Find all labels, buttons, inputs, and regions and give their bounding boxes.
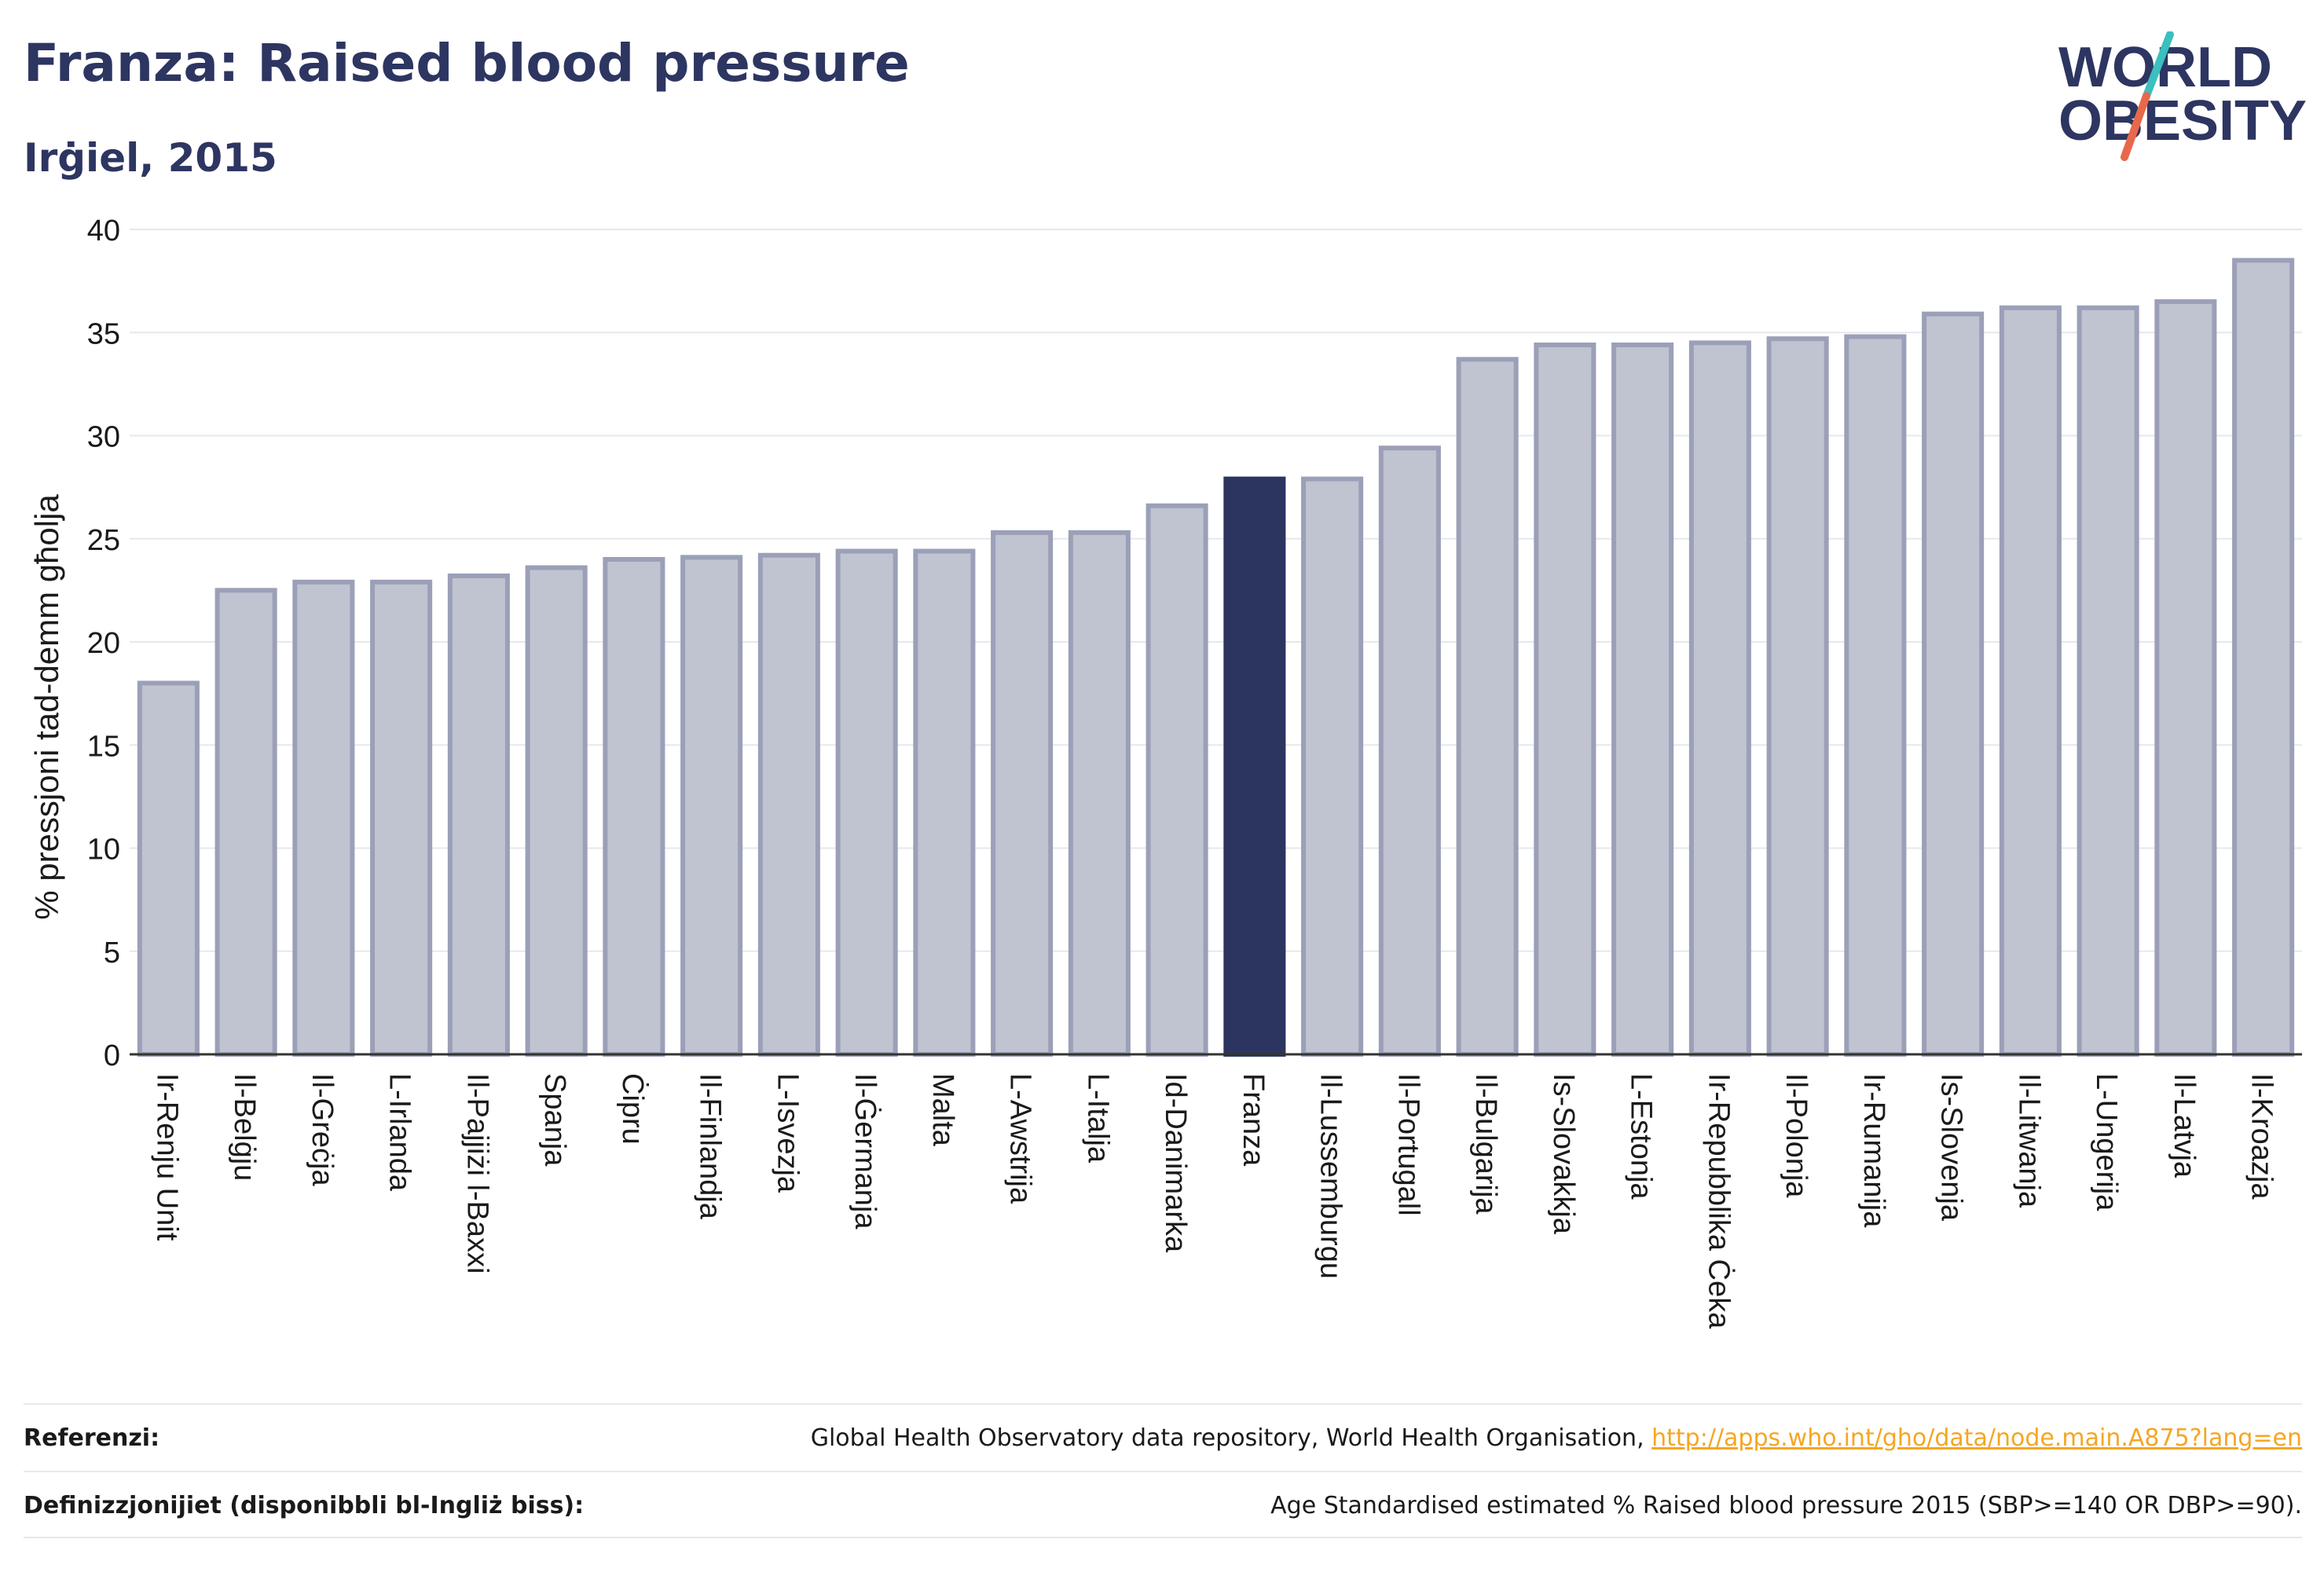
bar-l-ungerija — [2077, 305, 2139, 1057]
bar-l-irlanda — [370, 579, 433, 1057]
x-tick-label: L-Isvezja — [771, 1073, 804, 1193]
x-tick-label: Il-Belġju — [228, 1073, 261, 1181]
bar-is-slovakkja — [1534, 343, 1596, 1057]
x-tick-label: Il-Latvja — [2168, 1073, 2201, 1178]
sources-text: Global Health Observatory data repositor… — [810, 1424, 1652, 1452]
bar-il-ġermanja — [835, 548, 898, 1057]
y-tick-label: 10 — [87, 834, 120, 867]
y-tick-label: 30 — [87, 421, 120, 454]
x-tick-label: L-Irlanda — [383, 1073, 416, 1192]
definitions-value: Age Standardised estimated % Raised bloo… — [1270, 1491, 2302, 1519]
x-tick-label: Franza — [1237, 1073, 1270, 1167]
x-tick-label: Il-Kroazja — [2245, 1073, 2278, 1200]
x-tick-label: Ir-Rumanija — [1857, 1073, 1890, 1228]
bar-il-portugall — [1378, 445, 1441, 1057]
chart-title: Franza: Raised blood pressure — [24, 33, 910, 93]
footer-divider-middle — [24, 1471, 2302, 1472]
bar-malta — [913, 548, 976, 1057]
bar-l-italja — [1068, 530, 1131, 1057]
world-obesity-logo: WORLD OBESITY — [2058, 31, 2307, 161]
x-tick-label: Il-Portugall — [1391, 1073, 1424, 1216]
y-tick-label: 5 — [104, 936, 120, 969]
bar-il-lussemburgu — [1301, 476, 1364, 1057]
x-tick-label: L-Estonja — [1625, 1073, 1658, 1200]
bar-il-bulgarija — [1456, 357, 1519, 1057]
x-tick-label: L-Italja — [1081, 1073, 1114, 1164]
y-axis-label: % pressjoni tad-demm għolja — [28, 494, 65, 920]
x-tick-label: Il-Ġermanja — [849, 1073, 883, 1230]
y-tick-label: 0 — [104, 1039, 120, 1072]
bar-il-litwanja — [1999, 305, 2062, 1057]
footer-definitions-row: Definizzjonijiet (disponibbli bl-Ingliż … — [24, 1474, 2302, 1537]
bar-il-greċja — [292, 579, 355, 1057]
bar-is-slovenja — [1922, 311, 1985, 1057]
chart-subtitle: Irġiel, 2015 — [24, 135, 277, 181]
bar-ir-repubblika-ċeka — [1688, 340, 1751, 1057]
footer-divider-bottom — [24, 1537, 2302, 1538]
x-tick-label: L-Ungerija — [2090, 1073, 2123, 1211]
chart-bars — [137, 258, 2295, 1057]
bar-il-finlandja — [680, 555, 743, 1057]
footer-sources-row: Referenzi: Global Health Observatory dat… — [24, 1406, 2302, 1469]
bar-il-pajjiżi-l-baxxi — [447, 574, 510, 1057]
bar-franza — [1223, 476, 1286, 1057]
y-tick-label: 25 — [87, 524, 120, 557]
y-tick-label: 35 — [87, 317, 120, 350]
bar-il-polonja — [1766, 336, 1829, 1057]
x-tick-label: Il-Pajjiżi l-Baxxi — [460, 1073, 493, 1274]
x-tick-label: Is-Slovenja — [1935, 1073, 1968, 1222]
x-tick-label: Il-Greċja — [306, 1073, 339, 1186]
y-axis: 0 5 10 15 20 25 30 35 40 — [87, 214, 120, 1072]
x-tick-label: Ċipru — [616, 1073, 651, 1145]
logo-slash-top — [2143, 31, 2174, 100]
x-tick-label: Il-Lussemburgu — [1314, 1073, 1347, 1279]
sources-link[interactable]: http://apps.who.int/gho/data/node.main.A… — [1651, 1424, 2302, 1452]
bar-il-latvja — [2154, 299, 2217, 1057]
bar-l-awstrija — [991, 530, 1054, 1057]
bar-l-estonja — [1611, 343, 1674, 1057]
x-tick-label: Ir-Repubblika Ċeka — [1702, 1073, 1736, 1329]
x-tick-label: Il-Polonja — [1780, 1073, 1813, 1198]
x-tick-label: Il-Litwanja — [2012, 1073, 2045, 1208]
sources-label: Referenzi: — [24, 1424, 160, 1452]
y-tick-label: 40 — [87, 214, 120, 247]
x-tick-label: Malta — [926, 1073, 959, 1147]
bar-ir-rumanija — [1844, 334, 1907, 1057]
x-axis: Ir-Renju Unit Il-Belġju Il-Greċja L-Irlanda… — [130, 1053, 2302, 1329]
x-tick-label: Il-Finlandja — [694, 1073, 727, 1220]
x-tick-label: Ir-Renju Unit — [150, 1073, 183, 1241]
logo-text-obesity: OBESITY — [2058, 90, 2307, 152]
bar-l-isvezja — [757, 552, 820, 1057]
logo-slash-bottom — [2121, 92, 2150, 161]
bar-ir-renju-unit — [137, 680, 200, 1057]
x-tick-label: Id-Danimarka — [1159, 1073, 1192, 1253]
bar-il-kroazja — [2232, 258, 2295, 1057]
bar-ċipru — [603, 557, 665, 1057]
bar-il-belġju — [214, 588, 277, 1057]
definitions-label: Definizzjonijiet (disponibbli bl-Ingliż … — [24, 1491, 585, 1519]
bar-id-danimarka — [1146, 503, 1208, 1057]
x-tick-label: Is-Slovakkja — [1547, 1073, 1580, 1235]
footer-divider-top — [24, 1403, 2302, 1405]
y-tick-label: 20 — [87, 627, 120, 660]
y-tick-label: 15 — [87, 730, 120, 763]
sources-value: Global Health Observatory data repositor… — [811, 1424, 2302, 1452]
x-tick-label: Spanja — [538, 1073, 571, 1167]
x-tick-label: L-Awstrija — [1004, 1073, 1037, 1204]
x-tick-label: Il-Bulgarija — [1469, 1073, 1502, 1215]
bar-spanja — [525, 565, 588, 1057]
